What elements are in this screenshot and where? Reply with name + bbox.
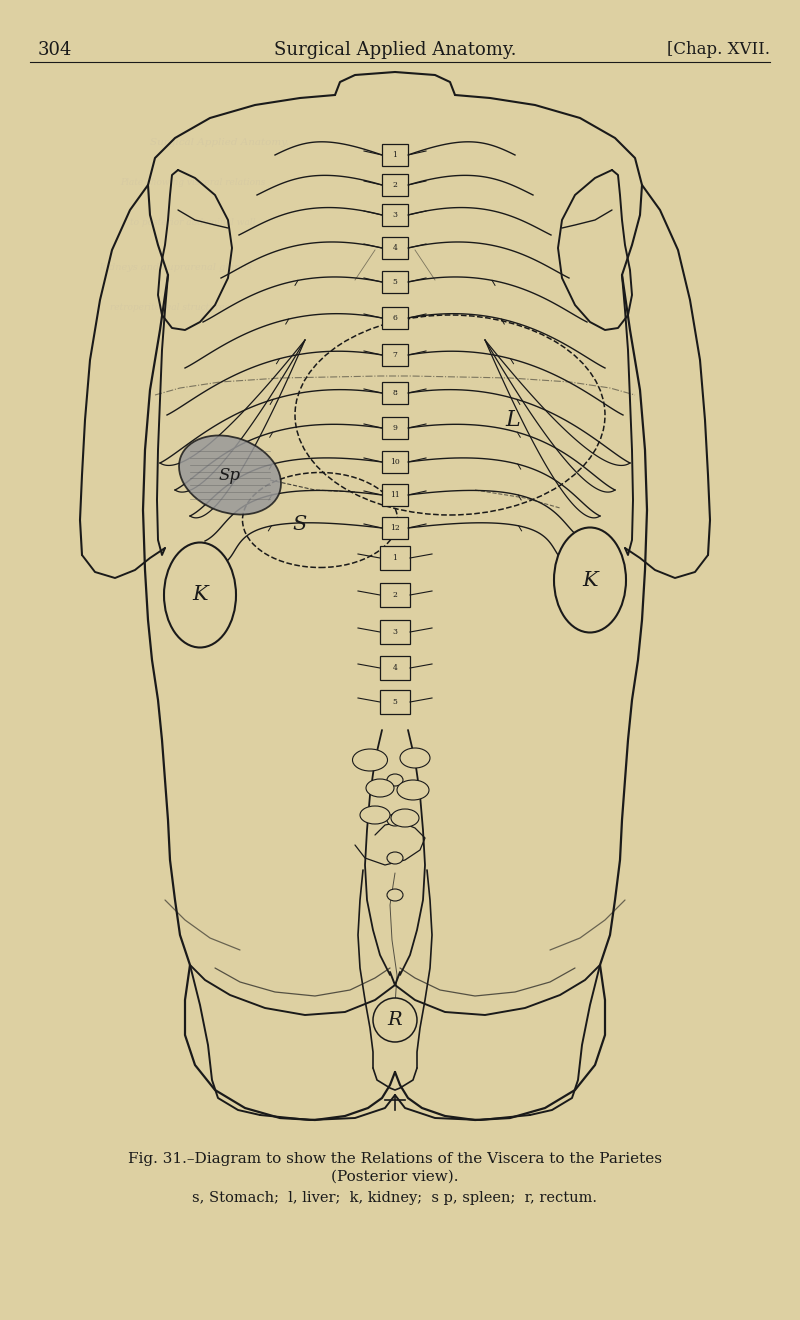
Text: Plate showing visceral relations: Plate showing visceral relations [120,178,266,187]
Ellipse shape [387,774,403,785]
Text: 2: 2 [393,591,398,599]
Bar [382,205,408,226]
Bar [380,583,410,607]
Text: kidneys and suprarenal glands: kidneys and suprarenal glands [100,263,252,272]
Text: to posterior abdominal wall: to posterior abdominal wall [130,218,256,227]
Bar [382,381,408,404]
Ellipse shape [391,809,419,828]
Bar [380,546,410,570]
Text: 4: 4 [393,664,398,672]
Bar [382,417,408,440]
Text: (Posterior view).: (Posterior view). [331,1170,458,1184]
Circle shape [373,998,417,1041]
Text: [Chap. XVII.: [Chap. XVII. [667,41,770,58]
Ellipse shape [387,888,403,902]
Text: 4: 4 [393,244,398,252]
Bar [380,690,410,714]
Text: s, Stomach;  l, liver;  k, kidney;  s p, spleen;  r, rectum.: s, Stomach; l, liver; k, kidney; s p, sp… [193,1191,598,1205]
Text: Fig. 31.–Diagram to show the Relations of the Viscera to the Parietes: Fig. 31.–Diagram to show the Relations o… [128,1152,662,1166]
Bar [380,620,410,644]
Text: 10: 10 [390,458,400,466]
Text: 2: 2 [393,181,398,189]
Bar [382,308,408,329]
Ellipse shape [554,528,626,632]
Text: 304: 304 [38,41,72,59]
Ellipse shape [397,780,429,800]
Bar [380,656,410,680]
Text: K: K [192,586,208,605]
Bar [382,144,408,166]
Ellipse shape [164,543,236,648]
Ellipse shape [353,748,387,771]
Text: S: S [293,516,307,535]
Text: 12: 12 [390,524,400,532]
Text: 11: 11 [390,491,400,499]
Text: L: L [506,409,520,432]
Text: 9: 9 [393,424,398,432]
Bar [382,451,408,473]
Ellipse shape [400,748,430,768]
Text: 6: 6 [393,314,398,322]
Text: 7: 7 [393,351,398,359]
Bar [382,238,408,259]
Bar [382,271,408,293]
Text: Sp: Sp [219,466,241,483]
Text: 3: 3 [393,628,398,636]
Ellipse shape [366,779,394,797]
Bar [382,345,408,366]
Text: retroperitoneal structures: retroperitoneal structures [110,304,230,312]
Text: 5: 5 [393,279,398,286]
Ellipse shape [360,807,390,824]
Text: 5: 5 [393,698,398,706]
Text: 8: 8 [393,389,398,397]
Text: 1: 1 [393,554,398,562]
Bar [382,174,408,195]
Ellipse shape [387,851,403,865]
Text: R: R [388,1011,402,1030]
Text: 1: 1 [393,150,398,158]
Ellipse shape [179,436,281,515]
Text: 3: 3 [393,211,398,219]
Ellipse shape [387,814,403,826]
Text: Surgical Applied Anatomy.: Surgical Applied Anatomy. [274,41,516,59]
Bar [382,517,408,539]
Text: K: K [582,570,598,590]
Text: Surgical Applied Anatomy.: Surgical Applied Anatomy. [150,139,289,147]
Bar [382,484,408,506]
